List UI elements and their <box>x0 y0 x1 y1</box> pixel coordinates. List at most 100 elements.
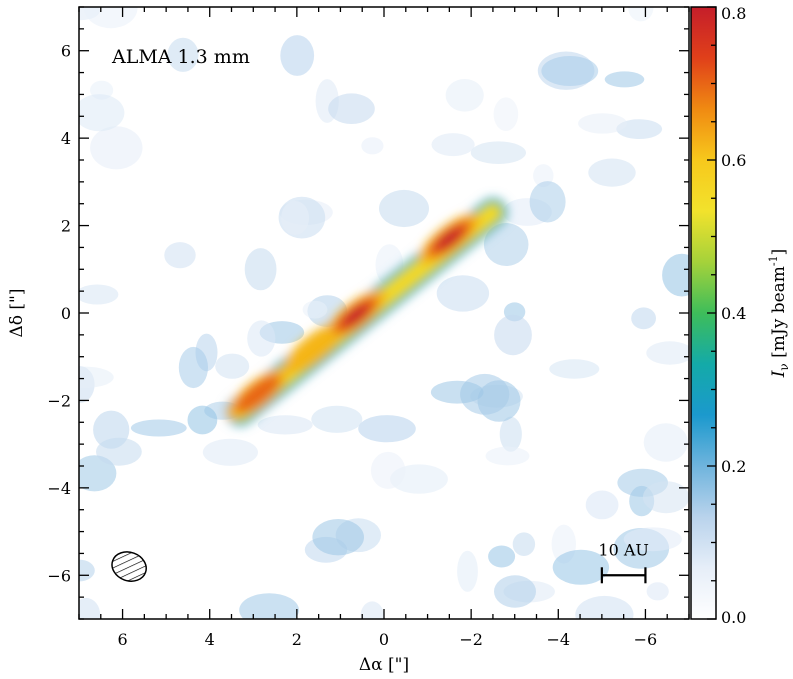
x-tick-label: 0 <box>379 630 389 649</box>
noise-blob <box>628 7 654 22</box>
y-tick-labels: 6 4 2 0 −2 −4 −6 <box>47 42 71 586</box>
y-tick-label: −6 <box>47 566 71 585</box>
disk-intensity-knot <box>345 306 366 324</box>
noise-blob <box>470 141 526 164</box>
colorbar-tick-label: 0.2 <box>721 457 746 476</box>
colorbar-tick-label: 0.4 <box>721 304 746 323</box>
noise-blob <box>578 113 627 134</box>
x-tick-label: 6 <box>117 630 127 649</box>
noise-blob <box>90 126 143 170</box>
colorbar-tick-label: 0.0 <box>721 608 746 627</box>
colorbar-label-symbol: I <box>769 370 789 378</box>
y-tick-label: −2 <box>47 391 71 410</box>
colorbar-label-subscript: ν <box>777 363 791 370</box>
noise-blob <box>281 200 310 235</box>
noise-blob <box>436 275 490 312</box>
noise-blob <box>302 300 328 319</box>
noise-blob <box>178 346 208 389</box>
noise-blob <box>187 405 218 435</box>
noise-blob <box>202 438 258 466</box>
disk-intensity-knot <box>234 375 281 413</box>
noise-blob <box>360 601 384 619</box>
noise-blob <box>79 94 125 132</box>
noise-blob <box>604 71 645 88</box>
noise-blob <box>431 133 475 157</box>
noise-blob <box>430 380 484 404</box>
noise-blob <box>642 481 689 514</box>
noise-blob <box>79 284 119 305</box>
noise-blob <box>494 314 532 356</box>
noise-blob <box>379 189 429 228</box>
noise-blob <box>445 79 484 112</box>
noise-blob <box>552 549 610 585</box>
y-tick-label: 6 <box>61 42 71 61</box>
noise-blob <box>485 446 530 466</box>
noise-blob <box>311 405 363 433</box>
noise-blob <box>588 158 636 187</box>
y-tick-label: 4 <box>61 129 71 148</box>
colorbar-tick-label: 0.8 <box>721 4 746 23</box>
noise-blob <box>79 366 114 388</box>
axis-ticks <box>78 6 690 620</box>
y-tick-label: 0 <box>61 304 71 323</box>
colorbar-tick-label: 0.6 <box>721 151 746 170</box>
noise-blob <box>643 423 688 462</box>
noise-blob <box>358 415 416 443</box>
noise-blob <box>616 119 663 139</box>
noise-blob <box>585 490 619 520</box>
x-tick-label: −2 <box>459 630 483 649</box>
noise-blob <box>541 56 599 86</box>
noise-blob <box>623 527 682 552</box>
x-tick-label: −6 <box>634 630 658 649</box>
colorbar: 0.0 0.2 0.4 0.6 0.8 Iν [mJy beam-1] <box>690 4 791 627</box>
background-noise <box>79 7 689 619</box>
noise-blob <box>499 416 522 452</box>
scale-bar-label: 10 AU <box>598 540 648 559</box>
disk-intensity-knot <box>439 230 460 248</box>
noise-blob <box>361 137 384 155</box>
noise-blob <box>244 248 277 291</box>
noise-blob <box>575 595 634 619</box>
noise-blob <box>247 320 276 357</box>
noise-blob <box>646 341 689 365</box>
noise-blob <box>96 437 142 466</box>
x-axis-label: Δα ["] <box>359 655 409 675</box>
x-tick-label: −4 <box>546 630 570 649</box>
noise-blob <box>239 593 299 619</box>
disk-emission <box>225 197 508 427</box>
noise-blob <box>215 353 250 379</box>
noise-blob <box>549 359 600 379</box>
noise-blob <box>328 93 375 124</box>
x-tick-label: 2 <box>292 630 302 649</box>
y-tick-label: 2 <box>61 217 71 236</box>
noise-blob <box>257 415 313 435</box>
y-tick-label: −4 <box>47 479 71 498</box>
plot-area <box>79 7 689 619</box>
noise-blob <box>646 582 669 601</box>
noise-blob <box>79 559 95 582</box>
noise-blob <box>512 532 536 556</box>
y-axis-label: Δδ ["] <box>7 289 27 338</box>
noise-blob <box>79 597 101 619</box>
noise-blob <box>84 7 138 29</box>
noise-blob <box>130 419 187 437</box>
noise-blob <box>312 519 365 556</box>
noise-blob <box>631 307 656 330</box>
noise-blob <box>280 35 315 76</box>
noise-blob <box>370 451 406 489</box>
beam-ellipse <box>111 551 147 582</box>
noise-blob <box>662 253 689 297</box>
noise-blob <box>529 181 566 223</box>
colorbar-label: Iν [mJy beam-1] <box>767 249 791 379</box>
noise-blob <box>457 550 478 592</box>
colorbar-ticks <box>707 6 716 620</box>
colorbar-tick-labels: 0.0 0.2 0.4 0.6 0.8 <box>721 4 746 627</box>
noise-blob <box>488 545 516 568</box>
noise-blob <box>483 223 529 266</box>
colorbar-label-unit: [mJy beam <box>769 266 789 363</box>
x-tick-labels: 6 4 2 0 −2 −4 −6 <box>117 630 657 649</box>
noise-blob <box>79 455 117 492</box>
colorbar-label-close: ] <box>769 249 789 256</box>
observation-label: ALMA 1.3 mm <box>111 46 250 68</box>
